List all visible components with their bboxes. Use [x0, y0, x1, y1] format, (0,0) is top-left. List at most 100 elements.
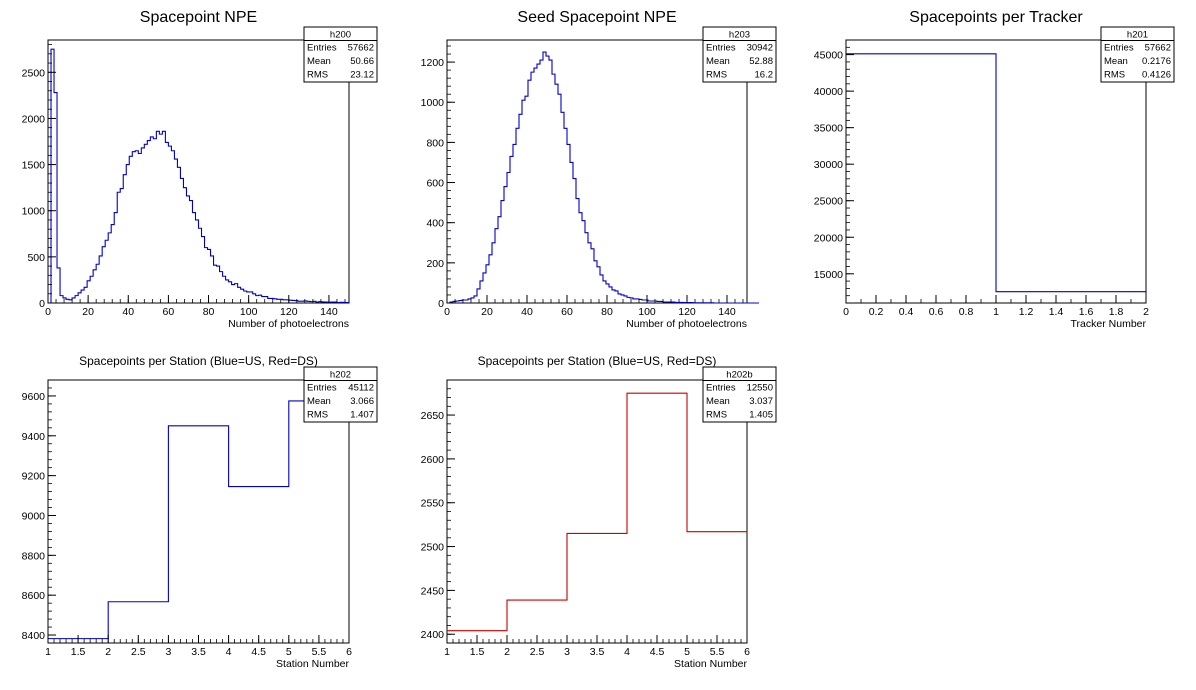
histogram-line-h200 [48, 48, 349, 304]
x-tick-label: 3.5 [191, 646, 206, 658]
stats-name: h202 [330, 370, 351, 381]
stats-value-rms: 23.12 [350, 70, 374, 81]
x-tick-label: 40 [521, 306, 533, 318]
x-tick-label: 6 [744, 646, 750, 658]
x-tick-label: 1 [45, 646, 51, 658]
stats-value-entries: 57662 [1145, 43, 1171, 54]
x-tick-label: 60 [163, 306, 175, 318]
stats-box-h203: h203 Entries 30942 Mean 52.88 RMS 16.2 [702, 26, 777, 83]
x-tick-label: 2 [105, 646, 111, 658]
stats-label-mean: Mean [706, 396, 730, 407]
chart-title: Spacepoint NPE [140, 9, 257, 26]
x-tick-label: 0.2 [869, 306, 884, 318]
stats-value-rms: 16.2 [755, 70, 774, 81]
stats-value-mean: 3.066 [350, 396, 374, 407]
y-tick-label: 9000 [22, 510, 46, 522]
x-tick-label: 0.6 [929, 306, 944, 318]
stats-label-entries: Entries [1104, 43, 1134, 54]
stats-value-entries: 12550 [747, 383, 773, 394]
x-tick-label: 20 [82, 306, 94, 318]
stats-label-rms: RMS [307, 70, 328, 81]
stats-box-frame [303, 366, 378, 423]
y-tick-label: 9400 [22, 431, 46, 443]
stats-label-entries: Entries [307, 43, 337, 54]
x-tick-label: 80 [601, 306, 613, 318]
plot-frame [446, 39, 748, 304]
stats-box-frame [303, 26, 378, 83]
y-tick-label: 40000 [814, 86, 843, 98]
x-tick-label: 0 [45, 306, 51, 318]
stats-value-mean: 50.66 [350, 56, 374, 67]
chart-h203: Seed Spacepoint NPE 0 20 40 60 80 100 120 140 0 20… [421, 9, 777, 330]
y-tick-label: 2400 [421, 629, 445, 641]
stats-label-mean: Mean [1104, 56, 1128, 67]
y-tick-label: 15000 [814, 269, 843, 281]
stats-label-mean: Mean [307, 56, 331, 67]
y-tick-label: 800 [426, 137, 444, 149]
plot-frame [446, 379, 748, 644]
y-tick-label: 9600 [22, 391, 46, 403]
chart-title: Seed Spacepoint NPE [517, 9, 676, 26]
stats-value-mean: 52.88 [749, 56, 773, 67]
y-tick-label: 30000 [814, 159, 843, 171]
y-tick-label: 1000 [22, 206, 46, 218]
y-tick-label: 1500 [22, 160, 46, 172]
plot-frame [47, 39, 350, 304]
x-tick-label: 6 [346, 646, 352, 658]
stats-name: h203 [729, 30, 750, 41]
chart-title: Spacepoints per Station (Blue=US, Red=DS… [79, 354, 318, 368]
histogram-line-h201 [846, 53, 1146, 293]
stats-name: h200 [330, 30, 351, 41]
x-tick-label: 3 [564, 646, 570, 658]
stats-box-frame [702, 366, 777, 423]
histogram-line-h202b [447, 392, 747, 632]
stats-name: h201 [1127, 30, 1148, 41]
x-tick-label: 60 [561, 306, 573, 318]
y-tick-label: 8800 [22, 550, 46, 562]
y-tick-label: 9200 [22, 471, 46, 483]
y-tick-label: 25000 [814, 196, 843, 208]
y-tick-label: 1000 [421, 97, 445, 109]
chart-h201: Spacepoints per Tracker 0 0.2 0.4 0.6 0.8 1 1.2… [814, 9, 1175, 330]
x-tick-label: 5 [286, 646, 292, 658]
x-tick-label: 0 [444, 306, 450, 318]
x-tick-label: 20 [481, 306, 493, 318]
stats-box-frame [1100, 26, 1175, 83]
y-tick-label: 8400 [22, 630, 46, 642]
y-tick-label: 45000 [814, 50, 843, 62]
stats-value-entries: 30942 [747, 43, 773, 54]
chart-h202: Spacepoints per Station (Blue=US, Red=DS… [22, 354, 378, 670]
x-tick-label: 2 [1143, 306, 1149, 318]
y-tick-label: 2450 [421, 585, 445, 597]
stats-label-entries: Entries [706, 43, 736, 54]
x-tick-label: 3.5 [590, 646, 605, 658]
x-tick-label: 1.5 [470, 646, 485, 658]
x-tick-label: 4 [226, 646, 232, 658]
stats-label-mean: Mean [706, 56, 730, 67]
stats-value-mean: 3.037 [749, 396, 773, 407]
stats-label-rms: RMS [706, 410, 727, 421]
x-tick-label: 2 [504, 646, 510, 658]
x-tick-label: 80 [203, 306, 215, 318]
histogram-line-h202 [48, 400, 349, 640]
y-tick-label: 0 [438, 298, 444, 310]
chart-h202b: Spacepoints per Station (Blue=US, Red=DS… [421, 354, 777, 670]
x-tick-label: 1.8 [1109, 306, 1124, 318]
stats-label-entries: Entries [307, 383, 337, 394]
x-tick-label: 0.4 [899, 306, 914, 318]
x-axis-title: Station Number [674, 658, 747, 670]
y-tick-label: 2550 [421, 498, 445, 510]
x-tick-label: 140 [718, 306, 736, 318]
chart-title: Spacepoints per Station (Blue=US, Red=DS… [478, 354, 717, 368]
x-tick-label: 1.2 [1019, 306, 1034, 318]
x-tick-label: 4.5 [251, 646, 266, 658]
x-tick-label: 120 [678, 306, 696, 318]
x-tick-label: 2.5 [530, 646, 545, 658]
y-tick-label: 20000 [814, 232, 843, 244]
chart-title: Spacepoints per Tracker [909, 9, 1083, 26]
y-tick-label: 600 [426, 178, 444, 190]
x-tick-label: 3 [165, 646, 171, 658]
x-tick-label: 2.5 [131, 646, 146, 658]
x-tick-label: 1.6 [1079, 306, 1094, 318]
stats-box-frame [702, 26, 777, 83]
